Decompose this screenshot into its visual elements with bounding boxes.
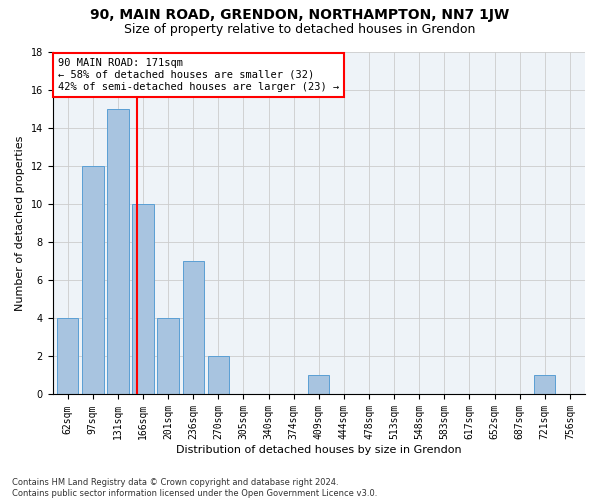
- Bar: [308, 376, 329, 394]
- Text: 90, MAIN ROAD, GRENDON, NORTHAMPTON, NN7 1JW: 90, MAIN ROAD, GRENDON, NORTHAMPTON, NN7…: [91, 8, 509, 22]
- Bar: [534, 376, 556, 394]
- Bar: [182, 261, 204, 394]
- X-axis label: Distribution of detached houses by size in Grendon: Distribution of detached houses by size …: [176, 445, 461, 455]
- Bar: [107, 108, 128, 395]
- Bar: [82, 166, 104, 394]
- Bar: [157, 318, 179, 394]
- Text: Size of property relative to detached houses in Grendon: Size of property relative to detached ho…: [124, 22, 476, 36]
- Y-axis label: Number of detached properties: Number of detached properties: [15, 136, 25, 310]
- Text: Contains HM Land Registry data © Crown copyright and database right 2024.
Contai: Contains HM Land Registry data © Crown c…: [12, 478, 377, 498]
- Bar: [208, 356, 229, 395]
- Text: 90 MAIN ROAD: 171sqm
← 58% of detached houses are smaller (32)
42% of semi-detac: 90 MAIN ROAD: 171sqm ← 58% of detached h…: [58, 58, 339, 92]
- Bar: [133, 204, 154, 394]
- Bar: [57, 318, 79, 394]
